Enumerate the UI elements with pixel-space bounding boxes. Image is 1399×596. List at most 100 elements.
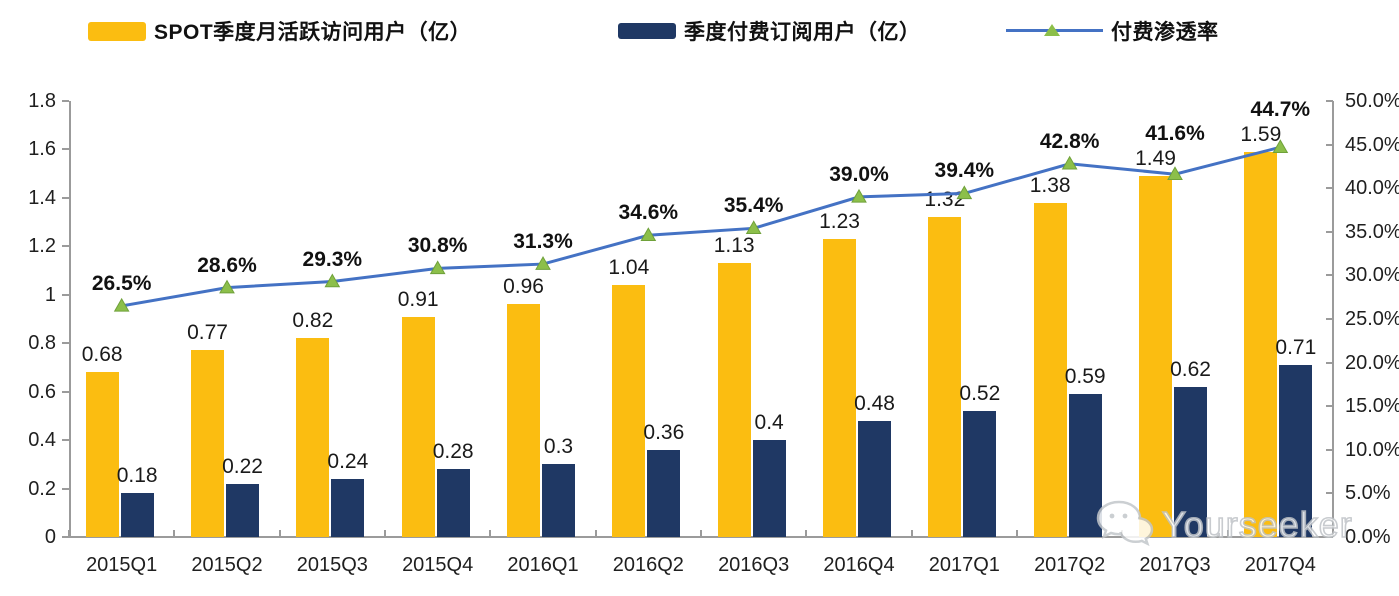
x-axis-category-label: 2015Q4 xyxy=(402,554,474,576)
bar-subs xyxy=(1279,365,1313,537)
bar-subs-value-label: 0.52 xyxy=(959,382,1001,406)
left-axis-tick-label: 1.6 xyxy=(28,138,56,161)
x-axis-tick xyxy=(910,530,913,537)
left-axis-tick xyxy=(62,390,69,393)
x-axis-category-label: 2016Q1 xyxy=(507,554,579,576)
penetration-rate-label: 42.8% xyxy=(1039,129,1100,153)
triangle-marker-icon xyxy=(1044,24,1060,36)
bar-mau xyxy=(296,338,330,537)
bar-mau xyxy=(401,316,435,537)
x-axis-category-label: 2017Q1 xyxy=(928,554,1000,576)
left-axis-tick xyxy=(62,245,69,248)
line-point-marker xyxy=(640,227,657,242)
right-axis-tick-label: 20.0% xyxy=(1345,351,1399,374)
right-axis-tick-label: 30.0% xyxy=(1345,264,1399,287)
bar-mau-value-label: 0.91 xyxy=(397,287,439,311)
legend-item-mau: SPOT季度月活跃访问用户（亿） xyxy=(88,18,471,44)
right-axis-tick-label: 40.0% xyxy=(1345,177,1399,200)
bar-mau xyxy=(507,304,540,537)
line-point-marker xyxy=(113,297,130,312)
bar-mau-value-label: 1.59 xyxy=(1240,122,1282,146)
bar-mau-value-label: 0.82 xyxy=(292,309,334,333)
x-axis-tick xyxy=(384,530,386,537)
penetration-rate-label: 44.7% xyxy=(1250,97,1311,121)
penetration-rate-label: 39.4% xyxy=(934,159,995,183)
left-axis-tick-label: 1.8 xyxy=(28,90,56,112)
left-axis-tick-label: 1.2 xyxy=(28,235,56,258)
right-axis-tick-label: 15.0% xyxy=(1345,395,1399,418)
bar-subs xyxy=(963,411,997,537)
bar-mau-value-label: 0.77 xyxy=(187,321,228,345)
left-axis-tick xyxy=(62,196,69,199)
x-axis-category-label: 2015Q1 xyxy=(86,554,158,576)
x-axis-tick xyxy=(278,530,281,537)
right-axis-tick xyxy=(1326,361,1333,364)
bar-mau-value-label: 1.04 xyxy=(608,256,650,280)
bar-subs xyxy=(752,440,786,537)
x-axis-category-label: 2016Q2 xyxy=(612,554,684,576)
bar-mau xyxy=(191,350,224,537)
x-axis-category-label: 2015Q2 xyxy=(191,554,263,576)
left-axis-tick-label: 0.6 xyxy=(28,380,56,403)
bar-mau xyxy=(85,372,119,537)
left-axis-tick-label: 1 xyxy=(44,283,56,306)
bar-subs xyxy=(542,464,575,537)
bar-mau-value-label: 0.68 xyxy=(81,343,123,367)
line-point-marker xyxy=(1061,155,1078,170)
line-point-marker xyxy=(745,220,762,235)
penetration-rate-label: 29.3% xyxy=(302,247,363,271)
bar-mau xyxy=(823,239,856,537)
right-axis-tick xyxy=(1326,405,1333,408)
bar-mau xyxy=(928,217,962,537)
penetration-rate-label: 39.0% xyxy=(829,162,889,186)
x-axis-tick xyxy=(594,530,597,537)
bar-subs-value-label: 0.18 xyxy=(116,464,158,488)
bar-subs xyxy=(120,493,154,537)
x-axis-tick xyxy=(173,530,176,537)
right-axis-tick xyxy=(1326,230,1333,233)
right-axis-tick xyxy=(1326,492,1333,495)
mau-legend-swatch xyxy=(88,21,146,41)
penetration-rate-label: 28.6% xyxy=(197,253,257,277)
left-axis-tick-label: 0 xyxy=(44,526,56,548)
x-axis-category-label: 2017Q2 xyxy=(1034,554,1106,576)
bar-mau-value-label: 1.23 xyxy=(819,210,860,234)
right-axis-tick xyxy=(1326,536,1333,538)
bar-subs-value-label: 0.48 xyxy=(854,391,895,415)
right-axis-tick-label: 45.0% xyxy=(1345,133,1399,156)
x-axis-category-label: 2016Q3 xyxy=(718,554,790,576)
x-axis-tick xyxy=(68,530,70,537)
left-axis-line xyxy=(69,101,71,537)
bar-mau-value-label: 0.96 xyxy=(503,275,544,299)
x-axis-tick xyxy=(1332,530,1334,537)
right-axis-line xyxy=(1332,101,1334,537)
right-axis-tick xyxy=(1326,187,1333,190)
bar-mau-value-label: 1.49 xyxy=(1135,147,1176,171)
x-axis-category-label: 2015Q3 xyxy=(296,554,368,576)
right-axis-tick-label: 10.0% xyxy=(1345,438,1399,461)
bar-subs xyxy=(858,420,891,537)
penetration-rate-label: 31.3% xyxy=(513,230,573,254)
bar-mau-value-label: 1.13 xyxy=(713,234,755,258)
bar-subs xyxy=(436,469,470,537)
left-axis-tick xyxy=(62,100,69,102)
penetration-rate-label: 26.5% xyxy=(91,271,152,295)
left-axis-tick xyxy=(62,439,69,442)
bar-mau xyxy=(1033,202,1067,537)
rate-legend-label: 付费渗透率 xyxy=(1111,21,1219,44)
line-point-marker xyxy=(851,188,867,203)
left-axis-tick xyxy=(62,293,69,296)
left-axis-tick xyxy=(62,536,69,538)
right-axis-tick xyxy=(1326,274,1333,277)
bar-subs-value-label: 0.59 xyxy=(1064,365,1106,389)
bar-subs-value-label: 0.36 xyxy=(643,420,685,444)
left-axis-tick-label: 1.4 xyxy=(28,186,56,209)
x-axis-tick xyxy=(700,530,702,537)
right-axis-tick xyxy=(1326,448,1333,451)
x-axis-category-label: 2016Q4 xyxy=(823,554,895,576)
x-axis-category-label: 2017Q4 xyxy=(1244,554,1316,576)
bar-mau xyxy=(717,263,751,537)
bar-subs-value-label: 0.24 xyxy=(327,449,369,473)
line-point-marker xyxy=(219,279,235,294)
